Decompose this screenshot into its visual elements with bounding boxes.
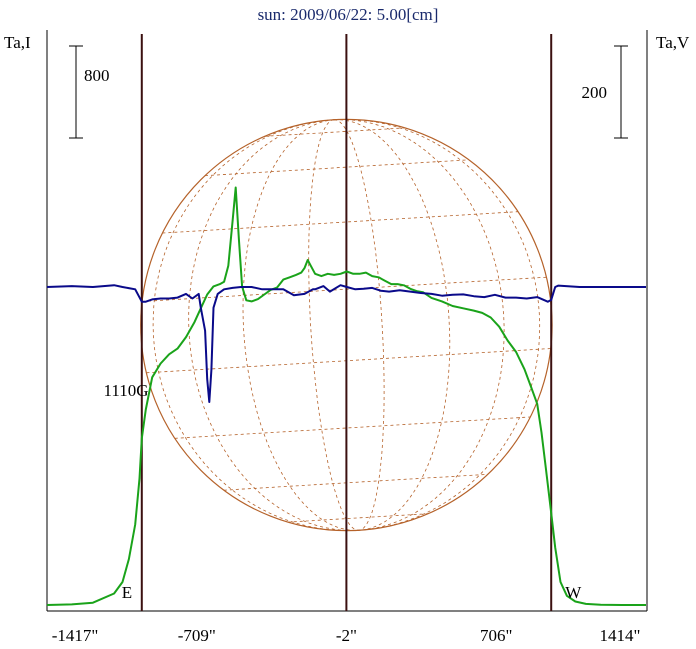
x-tick-label: -1417" [52, 626, 99, 645]
scale-bars: 800 200 [69, 45, 628, 139]
disk-parallel [223, 473, 488, 491]
x-tick-label: 706" [480, 626, 512, 645]
disk-parallel [174, 416, 531, 439]
disk-meridian [334, 119, 505, 531]
disk-parallel [205, 159, 469, 177]
left-scale-bar-label: 800 [84, 66, 110, 85]
x-tick-label: -709" [178, 626, 216, 645]
series-lines [46, 186, 646, 606]
left-axis-label: Ta,I [4, 33, 31, 52]
series-line-polarization [46, 284, 646, 403]
chart-title: sun: 2009/06/22: 5.00[cm] [258, 5, 439, 24]
series-line-intensity [46, 186, 646, 606]
right-axis-label: Ta,V [656, 33, 690, 52]
x-tick-label: -2" [336, 626, 357, 645]
x-tick-labels: -1417" -709" -2" 706" 1414" [52, 626, 641, 645]
right-scale-bar-label: 200 [582, 83, 608, 102]
limb-label-west: W [565, 583, 582, 602]
disk-meridian [152, 119, 359, 532]
x-tick-label: 1414" [600, 626, 641, 645]
disk-meridian [334, 118, 541, 531]
annotation-label: 1110G [103, 381, 148, 400]
limb-label-east: E [122, 583, 132, 602]
disk-meridian [334, 119, 451, 531]
disk-meridian [188, 119, 359, 531]
disk-meridian [242, 119, 359, 531]
disk-parallel [162, 211, 518, 234]
